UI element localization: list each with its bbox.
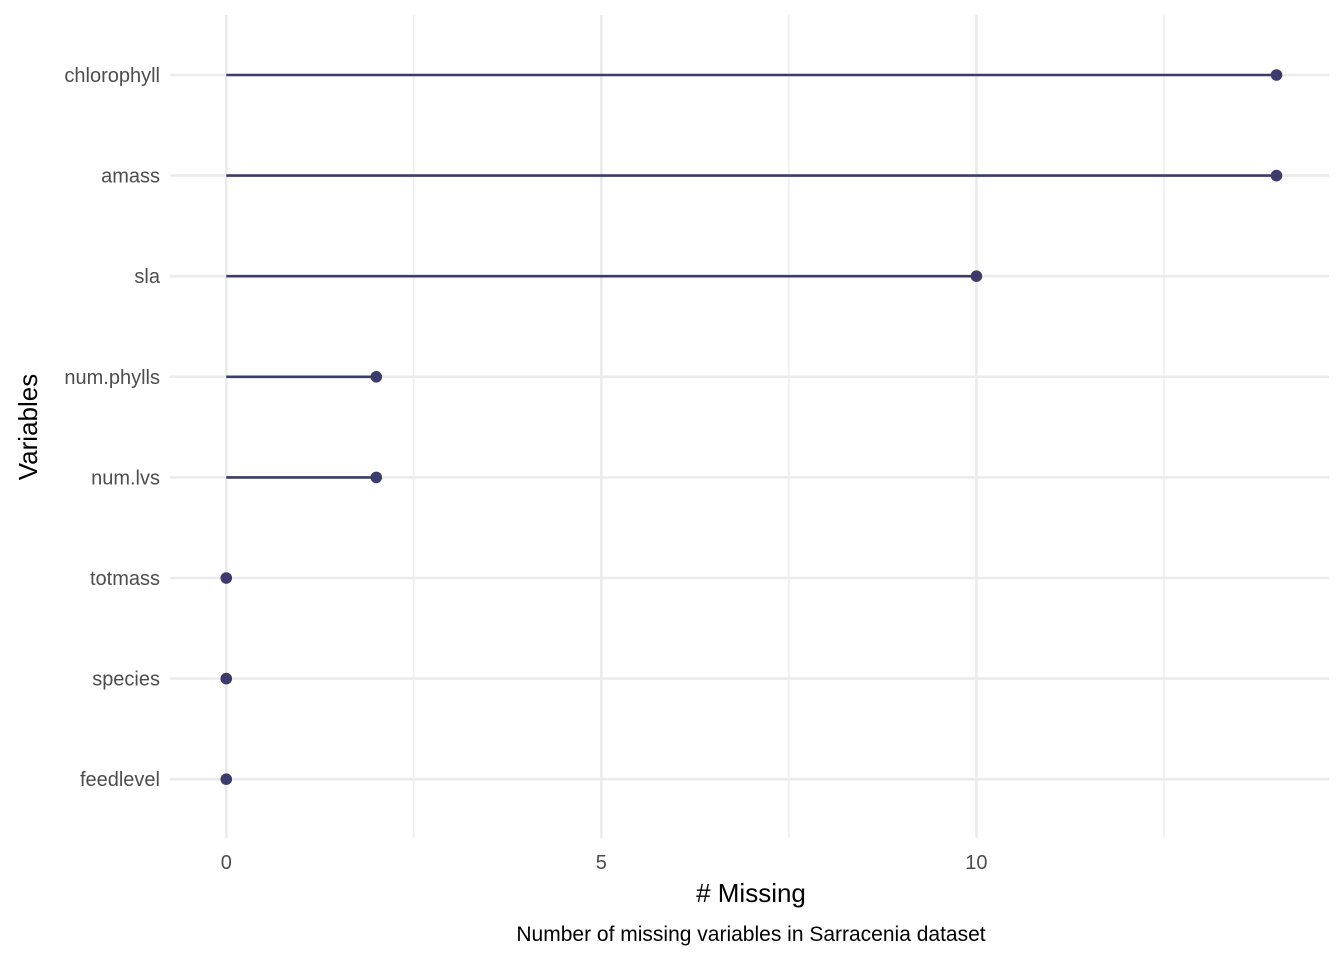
chart-caption: Number of missing variables in Sarraceni… [516,923,985,946]
lollipop-point [970,270,983,283]
y-tick-label: feedlevel [80,769,160,791]
y-tick-label: amass [101,166,160,188]
lollipop-point [220,773,233,785]
y-tick-label: species [92,669,160,691]
y-tick-label: sla [134,266,160,288]
lollipop-point [370,371,383,383]
x-tick-labels: 0 5 10 [221,852,988,874]
y-tick-labels: chlorophyll amass sla num.phylls num.lvs totm… [64,65,160,791]
y-tick-label: num.lvs [91,467,160,489]
grid-layer [170,15,1329,838]
x-tick-label: 10 [965,852,987,874]
lollipop-point [220,672,233,685]
x-tick-label: 5 [596,852,607,874]
y-tick-label: num.phylls [64,367,160,389]
lollipop-point [370,471,383,484]
y-tick-label: totmass [90,568,160,590]
lollipop-point [220,572,233,584]
lollipop-point [1270,169,1283,182]
x-axis-title: # Missing [696,878,806,908]
marks-layer [220,69,1283,785]
x-tick-label: 0 [221,852,232,874]
y-axis-title: Variables [13,374,43,480]
y-tick-label: chlorophyll [64,65,160,87]
lollipop-point [1270,69,1283,81]
